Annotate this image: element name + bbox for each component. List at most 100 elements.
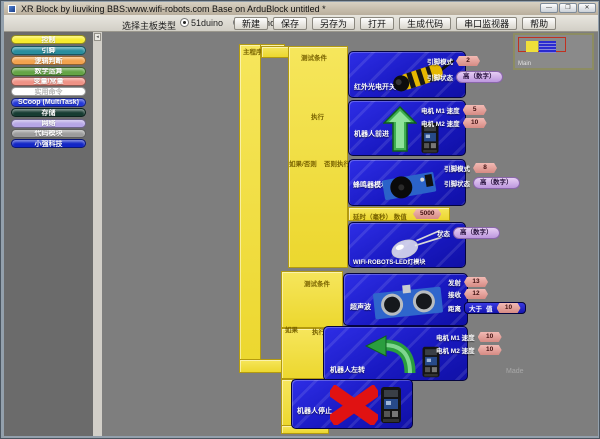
compare-operand-label: 值 — [486, 306, 493, 313]
sidebar-item-scoop[interactable]: SCoop (MultiTask) — [11, 97, 86, 107]
block-delay[interactable]: 延时（毫秒） 数值 5000 — [348, 207, 450, 221]
main-loop-label: 主程序 — [243, 49, 263, 56]
sidebar-item-code[interactable]: 代码模块 — [11, 128, 86, 138]
sidebar-item-logic[interactable]: 逻辑判断 — [11, 56, 86, 66]
block-ultrasonic[interactable]: 超声波 发射 13 接收 12 距离 大于 — [343, 273, 526, 326]
led-state-label: 状态 — [437, 231, 450, 238]
buzzer-title: 蜂鸣器模块 — [353, 182, 388, 189]
minimap[interactable]: Main — [513, 33, 594, 70]
compare-value-tag[interactable]: 10 — [496, 303, 521, 313]
ultrasonic-distance-label: 距离 — [448, 306, 461, 313]
sidebar-item-storage[interactable]: 存储 — [11, 108, 86, 118]
delay-value-tag[interactable]: 5000 — [413, 209, 442, 219]
title-bar[interactable]: XR Block by liuviking BBS:www.wifi-robot… — [4, 2, 598, 15]
forward-arrow-icon — [383, 106, 417, 152]
forward-m2-label: 电机 M2 速度 — [421, 121, 460, 128]
block-led[interactable]: WIFI-ROBOTS-LED灯模块 状态 高（数字） — [348, 222, 500, 268]
block-category-sidebar: 控制 引脚 逻辑判断 数学运算 变量/常量 实用命令 SCoop (MultiT… — [4, 32, 93, 436]
sidebar-item-network[interactable]: 网络 — [11, 118, 86, 128]
if2-name-label: 如果 — [285, 327, 298, 334]
ultrasonic-echo-tag[interactable]: 12 — [464, 289, 488, 299]
ultrasonic-title: 超声波 — [350, 304, 371, 311]
save-button[interactable]: 保存 — [273, 17, 308, 30]
sidebar-item-variables[interactable]: 变量/常量 — [11, 76, 86, 86]
minimap-label: Main — [518, 61, 532, 67]
block-buzzer[interactable]: 蜂鸣器模块 引脚模式 8 引脚状态 高（数字） — [348, 159, 520, 206]
robot-forward-title: 机器人前进 — [354, 131, 389, 138]
turn-left-m1-label: 电机 M1 速度 — [436, 335, 475, 342]
ir-pin-mode-label: 引脚模式 — [427, 59, 453, 66]
serial-monitor-button[interactable]: 串口监视器 — [456, 17, 518, 30]
ir-switch-title: 红外光电开关 — [354, 84, 396, 91]
generate-code-button[interactable]: 生成代码 — [399, 17, 452, 30]
save-as-button[interactable]: 另存为 — [312, 17, 356, 30]
led-state-tag[interactable]: 高（数字） — [453, 227, 500, 239]
board-type-label: 选择主板类型 — [122, 21, 177, 31]
if2-condition-label: 测试条件 — [304, 281, 330, 288]
block-main-loop-spine[interactable] — [239, 44, 261, 368]
buzzer-pin-mode-label: 引脚模式 — [444, 166, 470, 173]
maximize-button[interactable]: ❐ — [559, 3, 577, 13]
ultrasonic-trig-tag[interactable]: 13 — [464, 277, 488, 287]
ir-sensor-image — [389, 58, 459, 94]
minimize-button[interactable]: — — [540, 3, 558, 13]
sidebar-item-pins[interactable]: 引脚 — [11, 45, 86, 55]
forward-m2-speed-tag[interactable]: 10 — [462, 118, 487, 128]
block-ir-switch[interactable]: 红外光电开关 引脚模式 2 引脚状态 高（数字） — [348, 51, 503, 98]
if1-name-label: 如果/否则 — [289, 161, 317, 168]
ultrasonic-trig-label: 发射 — [448, 280, 461, 287]
turn-left-m2-speed-tag[interactable]: 10 — [477, 345, 502, 355]
open-button[interactable]: 打开 — [360, 17, 395, 30]
buzzer-pin-number-tag[interactable]: 8 — [473, 163, 497, 173]
turn-left-title: 机器人左转 — [330, 367, 365, 374]
help-button[interactable]: 帮助 — [522, 17, 557, 30]
sidebar-splitter[interactable]: ◂ — [93, 32, 102, 436]
splitter-collapse-button[interactable]: ◂ — [94, 33, 101, 41]
board-radio-51duino[interactable]: 51duino — [180, 18, 223, 28]
led-title: WIFI-ROBOTS-LED灯模块 — [353, 260, 426, 266]
sidebar-item-xiaoqiang[interactable]: 小强科技 — [11, 139, 86, 149]
sidebar-item-control[interactable]: 控制 — [11, 35, 86, 45]
block-turn-left[interactable]: 机器人左转 电机 M1 速度 10 电机 M2 速度 — [323, 326, 502, 381]
ir-pin-number-tag[interactable]: 2 — [456, 56, 480, 66]
ir-pin-state-label: 引脚状态 — [427, 75, 453, 82]
window-title: XR Block by liuviking BBS:www.wifi-robot… — [21, 3, 326, 14]
buzzer-image — [379, 168, 439, 202]
forward-m1-label: 电机 M1 速度 — [421, 108, 460, 115]
block-if-else-1[interactable] — [288, 46, 348, 268]
minimap-thumbnail — [539, 41, 556, 53]
robot-image — [417, 121, 443, 155]
delay-label: 延时（毫秒） 数值 — [353, 214, 407, 221]
sidebar-item-utility[interactable]: 实用命令 — [11, 87, 86, 97]
if1-do-label: 执行 — [311, 114, 324, 121]
toolbar: 选择主板类型 51duino Arduino 新建 保存 另存为 打开 生成代码… — [4, 15, 598, 32]
sidebar-item-math[interactable]: 数学运算 — [11, 66, 86, 76]
if1-condition-label: 测试条件 — [301, 55, 327, 62]
block-if-2[interactable] — [281, 271, 343, 328]
buzzer-pin-state-tag[interactable]: 高（数字） — [473, 177, 520, 189]
buzzer-pin-state-label: 引脚状态 — [444, 181, 470, 188]
block-robot-forward[interactable]: 机器人前进 电机 M1 速度 5 电机 M2 速度 10 — [348, 100, 487, 156]
block-robot-stop[interactable]: 机器人停止 — [291, 379, 413, 429]
compare-greater-block[interactable]: 大于 值 10 — [464, 302, 526, 314]
led-image — [379, 229, 449, 259]
turn-left-m1-speed-tag[interactable]: 10 — [477, 332, 502, 342]
canvas-watermark: Made — [506, 368, 524, 375]
turn-left-m2-label: 电机 M2 速度 — [436, 348, 475, 355]
minimap-viewport[interactable] — [518, 37, 566, 53]
ir-pin-state-tag[interactable]: 高（数字） — [456, 71, 503, 83]
program-canvas[interactable]: 主程序 测试条件 执行 如果/否则 否则执行 红外光电开关 引脚模式 — [102, 32, 598, 436]
compare-op-label: 大于 — [469, 306, 482, 313]
robot-stop-title: 机器人停止 — [297, 408, 332, 415]
if2-do-label: 执行 — [312, 329, 325, 336]
if1-else-label: 否则执行 — [324, 161, 350, 168]
forward-m1-speed-tag[interactable]: 5 — [462, 105, 487, 115]
new-button[interactable]: 新建 — [234, 17, 269, 30]
stop-x-icon — [330, 385, 378, 425]
block-if1-bridge[interactable] — [261, 46, 291, 58]
minimap-thumbnail — [526, 41, 538, 52]
app-icon — [8, 4, 16, 13]
close-button[interactable]: ✕ — [578, 3, 596, 13]
robot-image — [418, 345, 444, 379]
